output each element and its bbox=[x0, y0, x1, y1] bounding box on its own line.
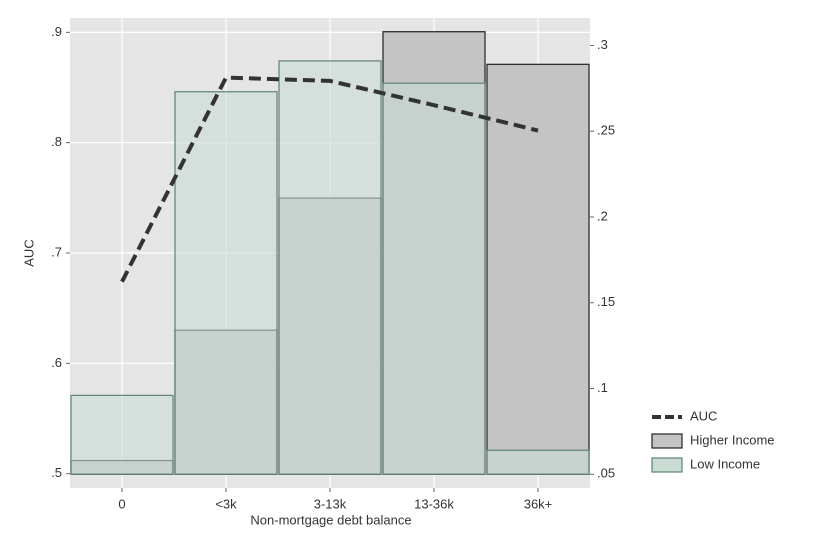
x-tick-label: 0 bbox=[118, 496, 125, 511]
y2-tick-label: .15 bbox=[597, 294, 615, 309]
x-tick-label: 36k+ bbox=[524, 496, 553, 511]
bar bbox=[486, 449, 590, 475]
y-axis-label: AUC bbox=[21, 239, 36, 266]
bar bbox=[278, 60, 382, 475]
legend-label: AUC bbox=[690, 408, 717, 423]
y2-tick-label: .25 bbox=[597, 123, 615, 138]
legend-swatch bbox=[651, 433, 683, 449]
y-tick-label: .6 bbox=[51, 355, 62, 370]
y-tick-label: .7 bbox=[51, 244, 62, 259]
y2-tick-label: .3 bbox=[597, 37, 608, 52]
x-tick-label: 3-13k bbox=[314, 496, 347, 511]
bar bbox=[382, 82, 486, 475]
y2-tick-label: .1 bbox=[597, 380, 608, 395]
x-tick-label: 13-36k bbox=[414, 496, 454, 511]
y-tick-label: .5 bbox=[51, 465, 62, 480]
y2-tick-label: .05 bbox=[597, 466, 615, 481]
bar bbox=[174, 91, 278, 475]
y-tick-label: .8 bbox=[51, 134, 62, 149]
y2-tick-label: .2 bbox=[597, 208, 608, 223]
line bbox=[120, 75, 539, 283]
x-axis-label: Non-mortgage debt balance bbox=[250, 512, 411, 527]
y-tick-label: .9 bbox=[51, 24, 62, 39]
legend-swatch bbox=[651, 457, 683, 473]
bar bbox=[486, 63, 590, 475]
bar bbox=[70, 394, 174, 475]
legend-label: Low Income bbox=[690, 456, 760, 471]
legend-label: Higher Income bbox=[690, 432, 775, 447]
x-tick-label: <3k bbox=[215, 496, 237, 511]
